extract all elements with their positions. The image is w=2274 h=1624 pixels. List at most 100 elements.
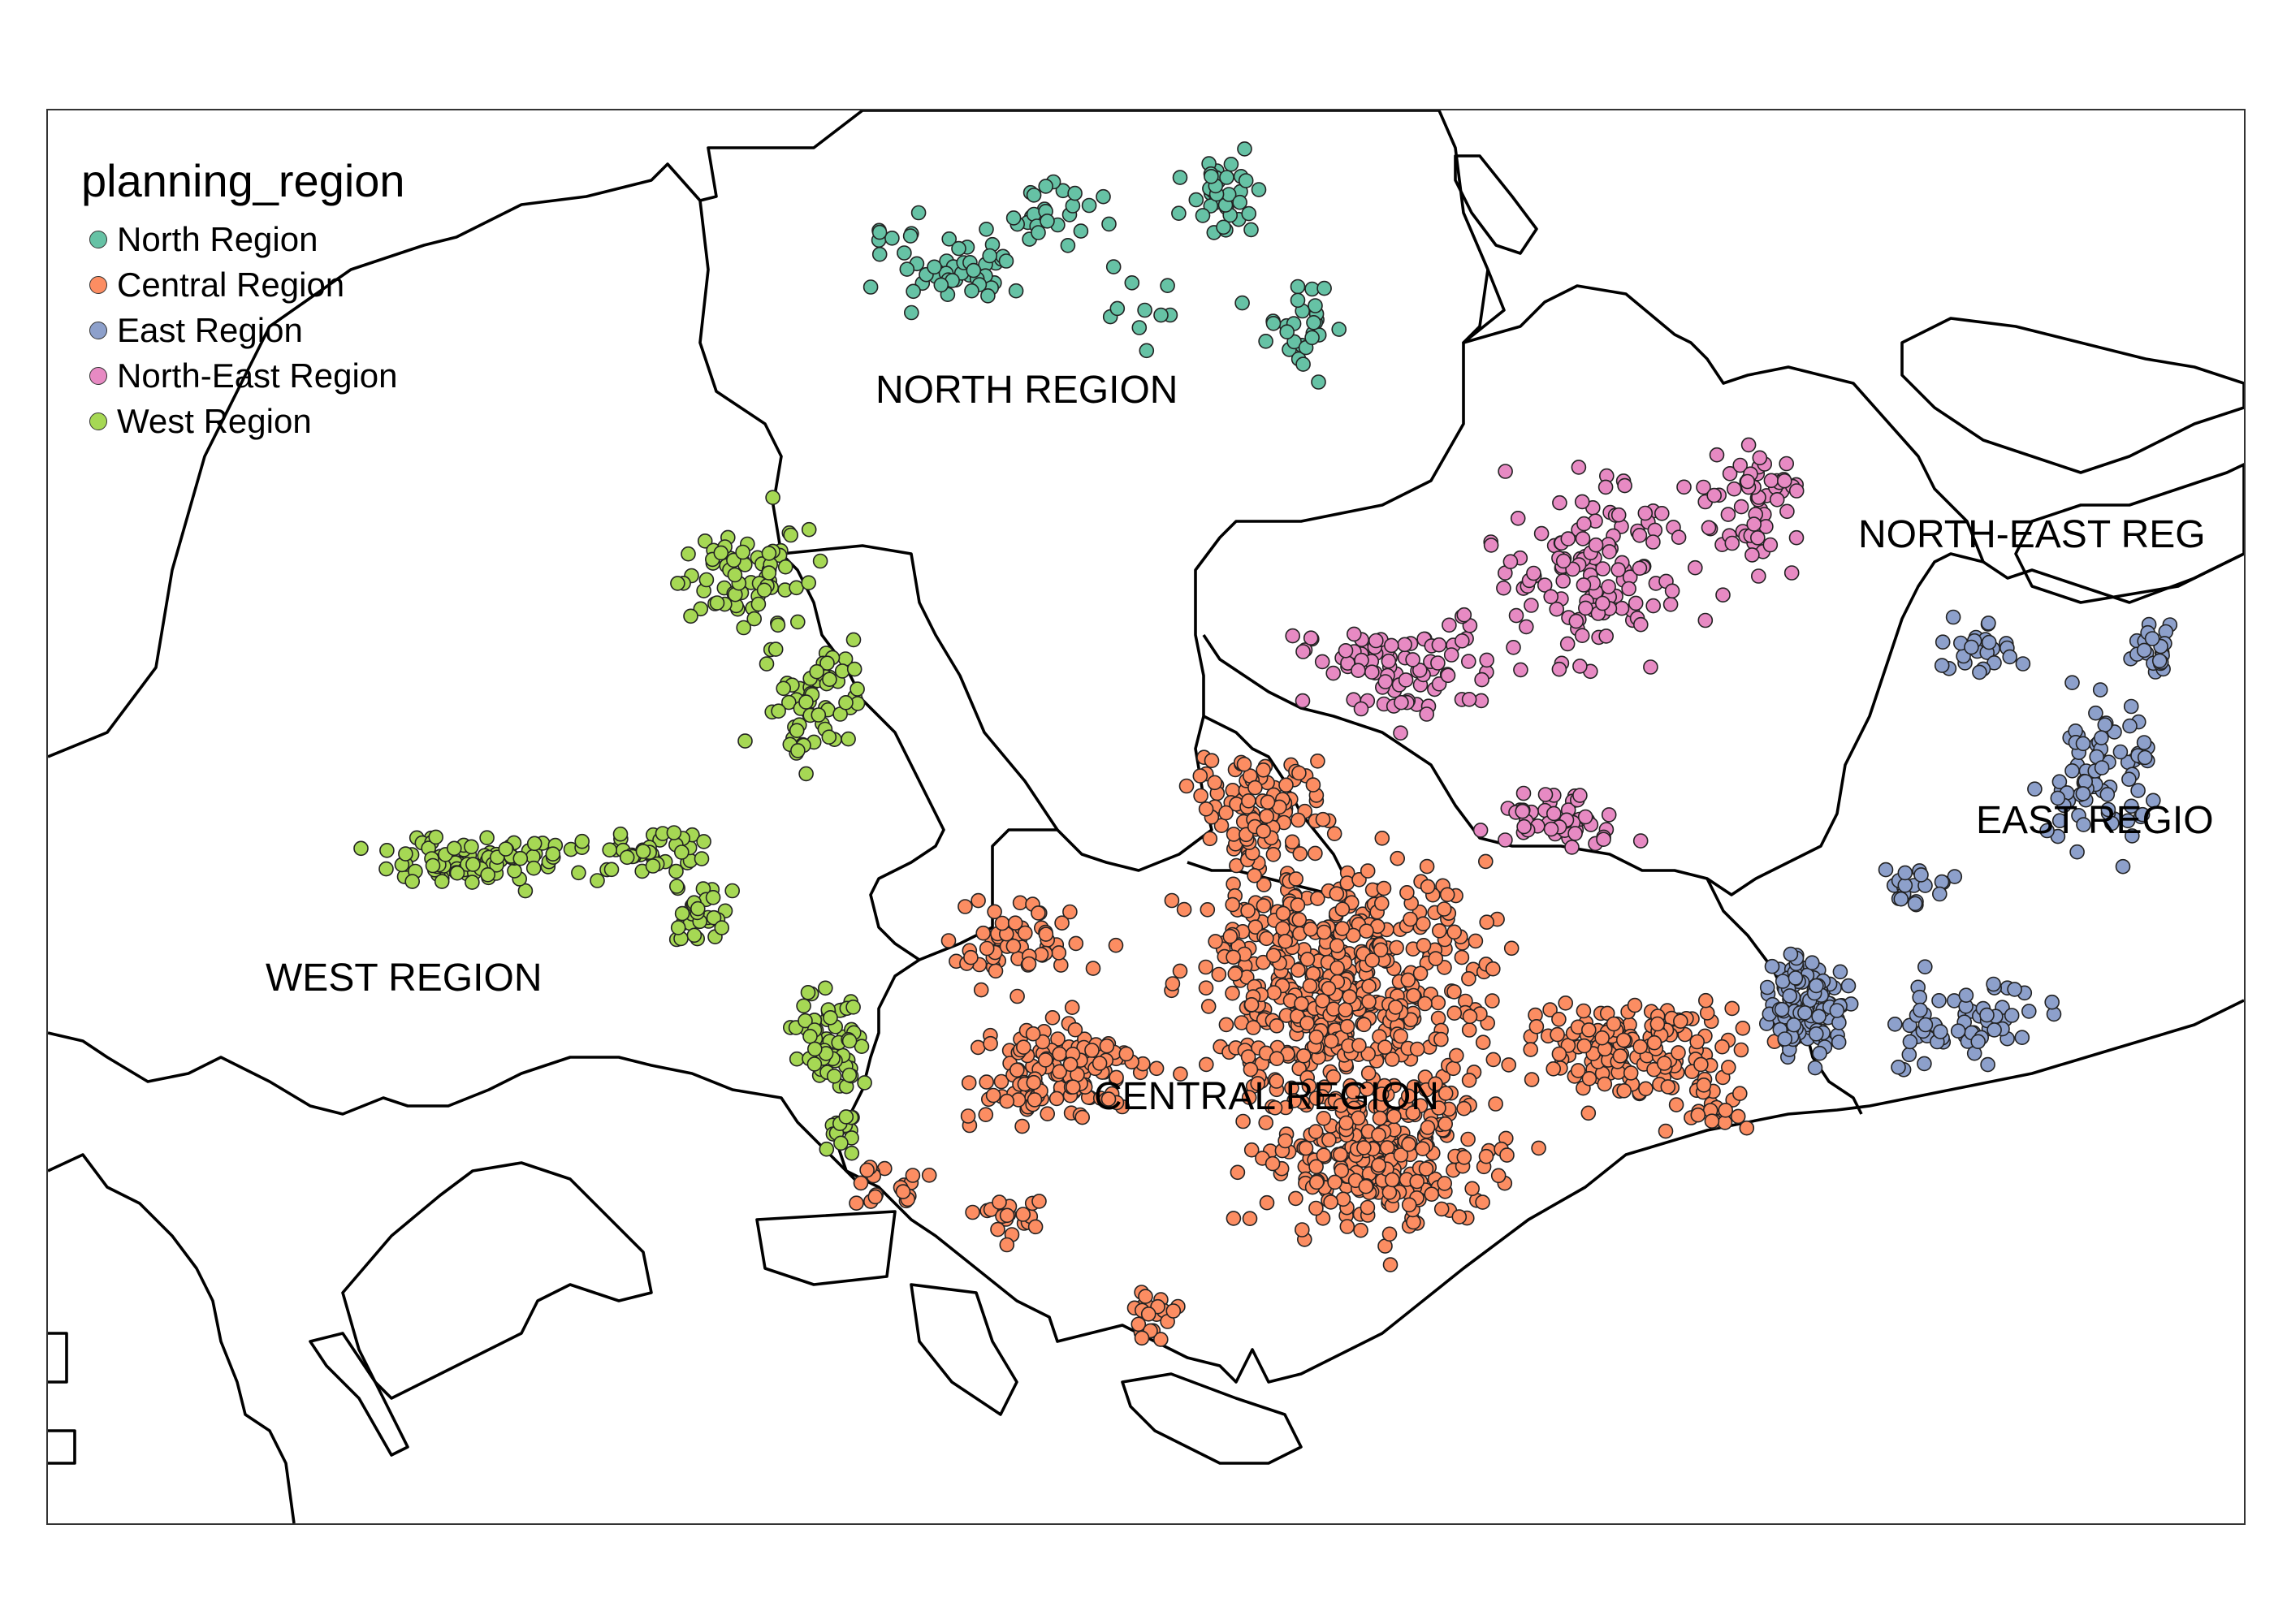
map-point (1831, 1015, 1847, 1030)
map-point (1516, 818, 1532, 835)
map-point (379, 843, 395, 858)
map-point (1384, 1052, 1400, 1067)
map-point (1304, 330, 1320, 346)
map-point (1568, 613, 1584, 629)
map-point (1769, 491, 1785, 508)
map-point (1446, 1060, 1461, 1077)
map-point (990, 1221, 1005, 1237)
map-point (1664, 583, 1680, 599)
map-point (1657, 1056, 1672, 1071)
map-point (1315, 811, 1331, 827)
map-point (1764, 958, 1780, 974)
map-point (1014, 1118, 1030, 1134)
map-point (1431, 1100, 1446, 1116)
map-point (1345, 1084, 1361, 1099)
map-point (862, 279, 879, 295)
map-point (353, 840, 369, 857)
map-point (1243, 997, 1260, 1013)
map-point (2122, 718, 2138, 734)
map-point (902, 228, 919, 244)
map-point (1278, 777, 1294, 793)
legend-swatch-central (89, 276, 107, 294)
map-point (1637, 505, 1654, 521)
map-point (698, 572, 715, 588)
map-point (1373, 1086, 1390, 1102)
map-point (884, 230, 900, 246)
map-point (1901, 1047, 1917, 1063)
map-point (1291, 912, 1308, 927)
map-point (404, 874, 421, 889)
map-point (1428, 951, 1444, 966)
map-point (1359, 923, 1374, 939)
map-point (1230, 1164, 1246, 1181)
map-point (780, 694, 797, 710)
map-point (1893, 891, 1909, 907)
map-point (980, 287, 996, 304)
map-point (1358, 1178, 1374, 1194)
map-point (1237, 141, 1252, 157)
legend-label-north-east: North-East Region (117, 356, 398, 395)
map-point (1315, 993, 1330, 1009)
map-point (1934, 658, 1950, 673)
map-point (1446, 1005, 1463, 1021)
map-point (1446, 984, 1462, 1000)
map-point (798, 766, 814, 782)
map-point (1377, 1039, 1393, 1055)
map-point (998, 253, 1014, 269)
map-point (1615, 1032, 1632, 1048)
map-point (983, 1035, 998, 1052)
map-point (526, 836, 543, 852)
map-point (1232, 194, 1247, 210)
map-point (1697, 612, 1714, 628)
map-point (1195, 208, 1211, 223)
map-point (960, 1108, 976, 1124)
map-point (1632, 527, 1648, 543)
map-point (2094, 730, 2109, 745)
map-point (1005, 938, 1022, 954)
map-point (1601, 807, 1617, 823)
map-point (819, 655, 835, 672)
map-point (1550, 1026, 1565, 1043)
map-point (1420, 1120, 1436, 1135)
map-point (1546, 1061, 1561, 1077)
map-point (1403, 1012, 1419, 1028)
map-point (1299, 1015, 1315, 1031)
region-label-west: WEST REGION (266, 957, 542, 1000)
map-point (1746, 516, 1762, 532)
region-label-east: EAST REGIO (1976, 799, 2214, 842)
map-point (1236, 756, 1252, 772)
map-point (958, 899, 973, 914)
map-point (2100, 801, 2116, 818)
map-point (1101, 216, 1117, 232)
map-point (1241, 205, 1256, 222)
map-point (1724, 535, 1740, 551)
map-point (800, 985, 816, 1000)
map-point (428, 829, 444, 845)
map-point (1393, 1028, 1408, 1044)
map-point (1269, 1073, 1285, 1089)
map-point (1153, 307, 1169, 323)
map-point (1572, 788, 1588, 803)
map-point (545, 846, 561, 862)
map-point (963, 949, 979, 965)
map-point (1432, 923, 1447, 939)
map-point (571, 865, 586, 881)
map-point (1403, 911, 1418, 927)
map-point (1216, 219, 1231, 235)
map-point (1027, 1219, 1044, 1235)
map-point (850, 681, 865, 697)
map-point (1668, 1097, 1684, 1112)
map-point (1564, 840, 1580, 855)
map-point (1353, 701, 1369, 717)
map-point (668, 879, 685, 894)
map-point (1308, 1174, 1325, 1190)
map-point (1334, 1163, 1350, 1178)
map-point (1598, 628, 1614, 644)
map-point (844, 1145, 860, 1161)
map-point (1606, 1016, 1622, 1032)
map-point (1247, 780, 1263, 796)
map-point (1689, 1034, 1705, 1050)
legend-item-west: West Region (81, 399, 405, 444)
map-point (1409, 1041, 1425, 1057)
map-point (1488, 1096, 1503, 1112)
